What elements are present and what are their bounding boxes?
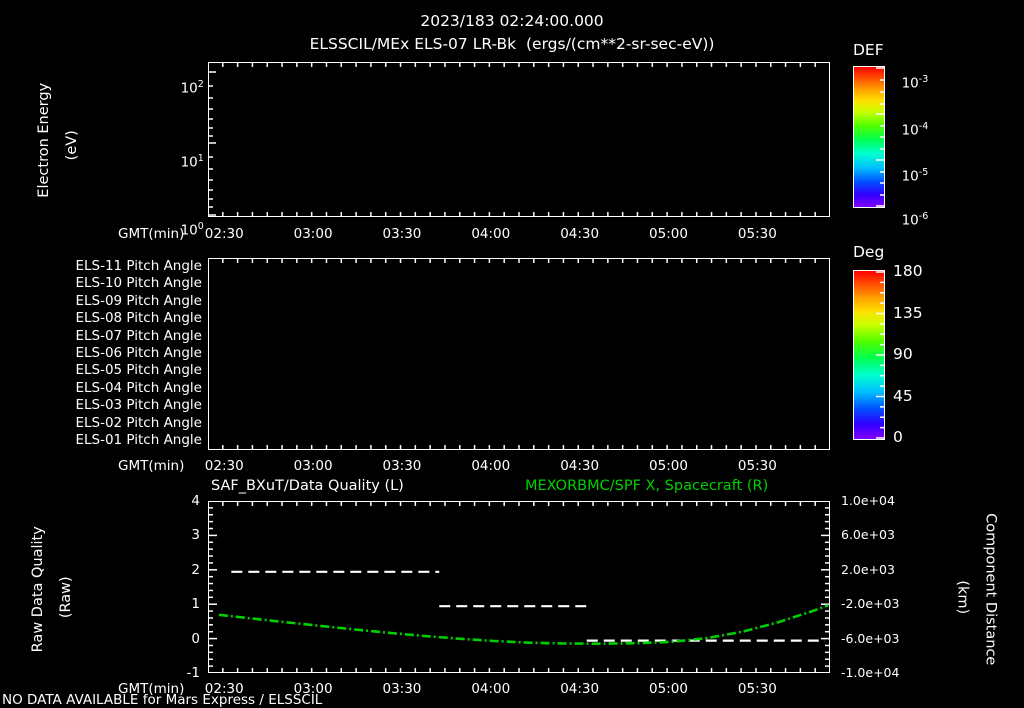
xtick-label: 04:00 <box>471 458 511 474</box>
panel3-ytick-left: -1 <box>186 665 200 681</box>
xtick-label: 05:00 <box>649 226 688 242</box>
xtick-label: 04:30 <box>560 458 600 474</box>
xtick-label: 04:00 <box>471 226 511 242</box>
colorbar1-title: DEF <box>853 41 884 59</box>
panel3-ytick-left: 0 <box>191 630 200 647</box>
panel3-xlabel: GMT(min) <box>118 681 185 697</box>
panel3-ytick-left: 4 <box>191 493 200 509</box>
xtick-label: 03:00 <box>293 226 333 242</box>
xtick-label: 02:30 <box>204 226 244 242</box>
panel3-yunits-left: (Raw) <box>57 576 74 619</box>
xtick-label: 02:30 <box>204 681 244 697</box>
panel3-ytick-right: 2.0e+03 <box>841 561 895 577</box>
colorbar2-tick-label: 0 <box>893 428 903 446</box>
panel1-xlabel: GMT(min) <box>118 226 185 242</box>
panel1-ticks <box>208 62 830 217</box>
panel3-ytick-right: -6.0e+03 <box>841 630 900 646</box>
page-title: 2023/183 02:24:00.000 <box>420 12 604 30</box>
colorbar2-tick-label: 180 <box>893 262 923 280</box>
xtick-label: 05:30 <box>737 226 777 242</box>
colorbar2-ticks <box>876 271 885 439</box>
xtick-label: 05:00 <box>649 458 688 474</box>
panel3-ytick-right: 6.0e+03 <box>841 527 895 543</box>
colorbar1-ticks <box>876 67 885 207</box>
panel1-ytick-2: 102 <box>180 78 204 96</box>
colorbar2-tick-label: 45 <box>893 386 913 405</box>
panel3-yunits-right: (km) <box>954 580 971 615</box>
xtick-label: 03:30 <box>382 681 422 697</box>
panel3-ytick-right: -2.0e+03 <box>841 596 900 612</box>
panel3-ticks <box>208 501 830 673</box>
panel1-ytick-0: 100 <box>180 220 204 238</box>
colorbar1-label-0: 10-3 <box>901 73 929 91</box>
pitch-angle-row-label: ELS-07 Pitch Angle <box>75 327 202 344</box>
panel-electron-energy-plot[interactable] <box>208 62 830 217</box>
pitch-angle-row-label: ELS-02 Pitch Angle <box>75 414 202 431</box>
colorbar2-title: Deg <box>853 243 885 261</box>
pitch-angle-row-label: ELS-05 Pitch Angle <box>75 362 202 379</box>
xtick-label: 03:00 <box>293 458 333 474</box>
pitch-angle-row-label: ELS-06 Pitch Angle <box>75 345 202 361</box>
pitch-angle-row-label: ELS-03 Pitch Angle <box>75 397 202 414</box>
panel1-ytick-1: 101 <box>180 152 204 170</box>
xtick-label: 03:00 <box>293 681 333 697</box>
colorbar-def <box>853 66 885 208</box>
panel3-left-title: SAF_BXuT/Data Quality (L) <box>211 478 404 494</box>
panel3-right-title: MEXORBMC/SPF X, Spacecraft (R) <box>525 478 769 494</box>
xtick-label: 03:30 <box>382 226 422 242</box>
pitch-angle-row-label: ELS-08 Pitch Angle <box>75 310 202 327</box>
panel3-ytick-right: 1.0e+04 <box>841 493 895 508</box>
xtick-label: 05:00 <box>649 681 688 697</box>
panel2-xlabel: GMT(min) <box>118 458 185 474</box>
colorbar1-label-3: 10-6 <box>901 210 929 228</box>
panel3-data-series <box>218 570 829 645</box>
pitch-angle-row-label: ELS-04 Pitch Angle <box>75 379 202 396</box>
panel3-ytick-left: 2 <box>191 561 200 578</box>
no-data-status-message: NO DATA AVAILABLE for Mars Express / ELS… <box>2 692 323 708</box>
xtick-label: 04:30 <box>560 226 600 242</box>
colorbar2-tick-label: 90 <box>893 345 913 363</box>
pitch-angle-row-label: ELS-01 Pitch Angle <box>75 432 202 448</box>
xtick-label: 04:30 <box>560 681 600 697</box>
panel1-yunits: (eV) <box>63 130 80 161</box>
panel3-ytick-left: 1 <box>191 596 200 613</box>
xtick-label: 03:30 <box>382 458 422 474</box>
colorbar1-label-1: 10-4 <box>901 120 929 138</box>
xtick-label: 04:00 <box>471 681 511 697</box>
panel3-ytick-right: -1.0e+04 <box>841 665 900 680</box>
colorbar2-tick-label: 135 <box>893 303 923 322</box>
panel3-ytick-left: 3 <box>191 527 200 544</box>
xtick-label: 05:30 <box>737 681 777 697</box>
pitch-angle-row-label: ELS-10 Pitch Angle <box>75 275 202 292</box>
pitch-angle-row-label: ELS-11 Pitch Angle <box>75 258 202 274</box>
pitch-angle-row-label: ELS-09 Pitch Angle <box>75 292 202 309</box>
page-subtitle: ELSSCIL/MEx ELS-07 LR-Bk (ergs/(cm**2-sr… <box>309 35 715 53</box>
xtick-label: 05:30 <box>737 458 777 474</box>
xtick-label: 02:30 <box>204 458 244 474</box>
colorbar1-label-2: 10-5 <box>901 166 929 184</box>
panel2-ticks <box>208 258 830 450</box>
panel-data-quality-plot[interactable] <box>208 501 830 673</box>
